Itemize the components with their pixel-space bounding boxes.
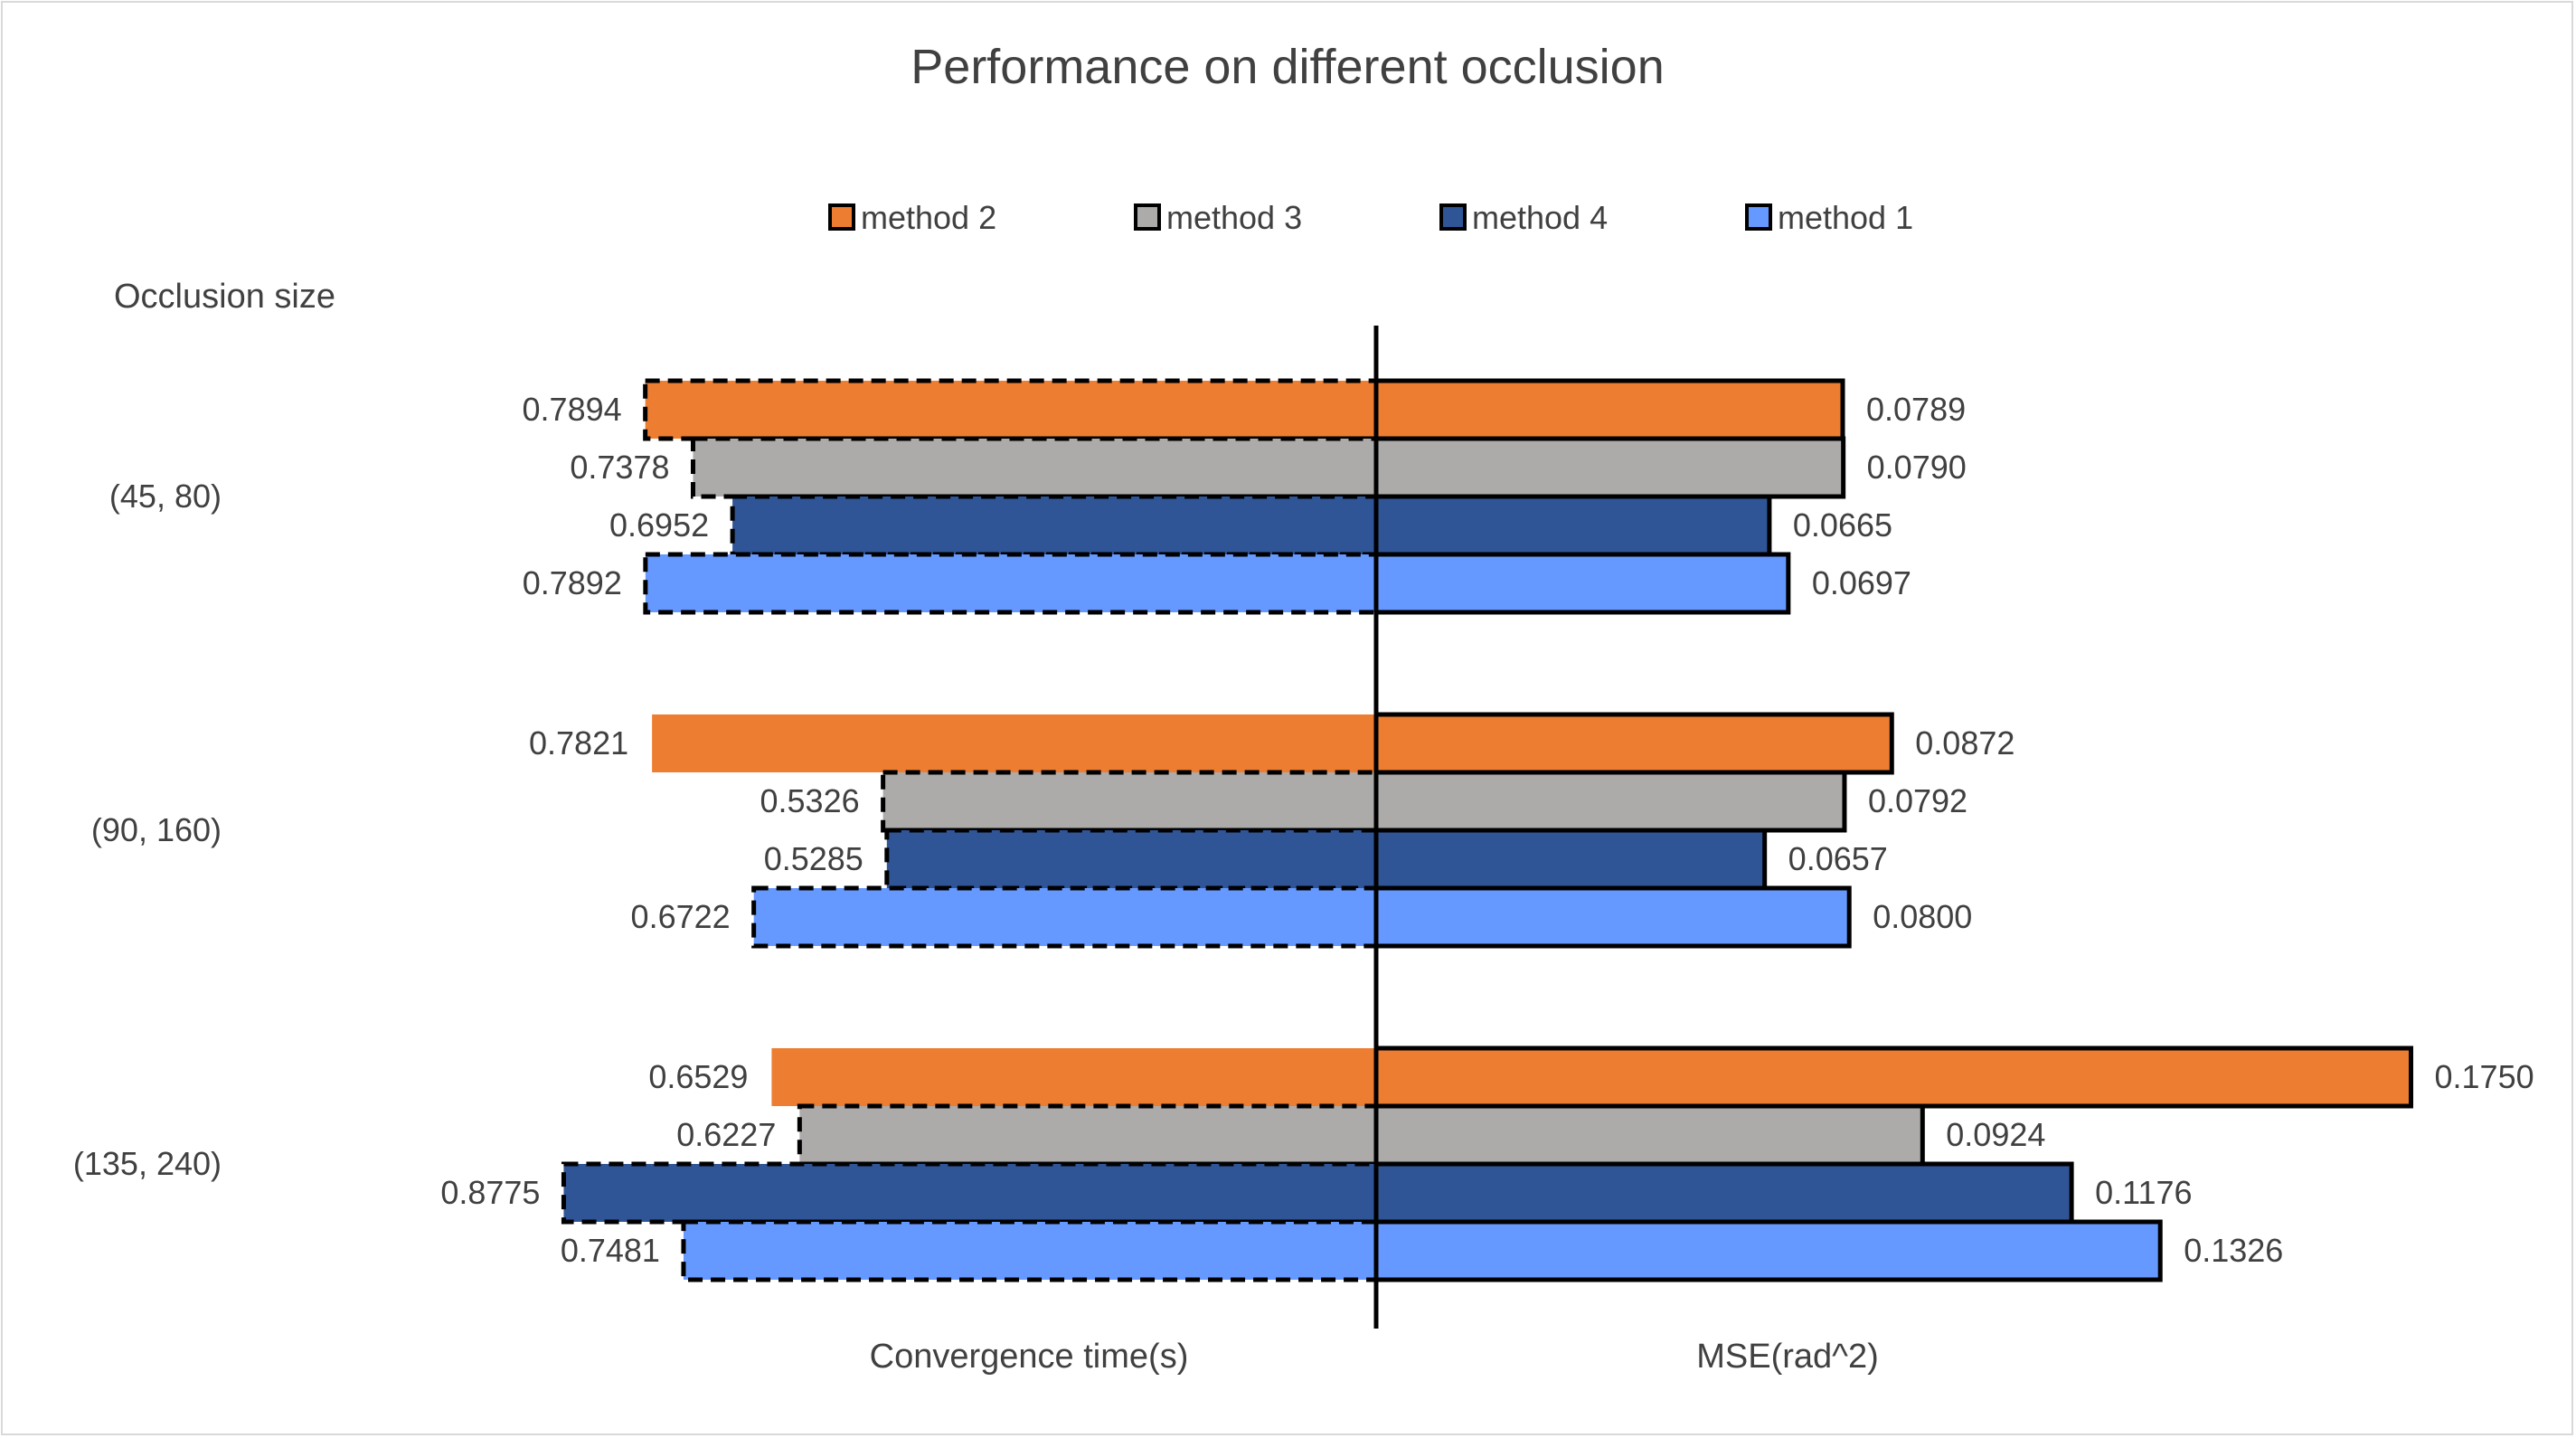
convergence-bar [681, 1219, 1379, 1282]
legend-label: method 2 [861, 199, 996, 236]
convergence-value-label: 0.8775 [440, 1174, 540, 1211]
convergence-value-label: 0.7894 [523, 391, 622, 428]
convergence-bar [797, 1103, 1379, 1167]
convergence-bar [884, 828, 1379, 891]
convergence-bar [881, 770, 1379, 833]
legend-label: method 4 [1472, 199, 1608, 236]
mse-bar [1373, 1219, 2163, 1282]
mse-axis-label: MSE(rad^2) [1696, 1338, 1879, 1376]
value-labels: 0.7894 0.0789 0.7821 0.0872 0.6529 0.1750 0.73… [440, 391, 2534, 1269]
mse-bars [1373, 378, 2413, 1282]
legend: method 2 method 3 method 4 method 1 [828, 199, 1913, 236]
category-labels: (45, 80) (90, 160) (135, 240) [73, 478, 222, 1182]
mse-value-label: 0.0872 [1915, 724, 2015, 762]
convergence-value-label: 0.6952 [609, 506, 709, 544]
convergence-value-label: 0.6722 [631, 898, 731, 935]
mse-value-label: 0.0924 [1946, 1116, 2045, 1153]
mse-bar [1373, 494, 1772, 557]
legend-swatch [828, 203, 855, 231]
mse-value-label: 0.1750 [2435, 1058, 2534, 1095]
mse-value-label: 0.0789 [1866, 391, 1966, 428]
mse-value-label: 0.0697 [1812, 564, 1911, 601]
mse-value-label: 0.0790 [1867, 449, 1967, 486]
legend-label: method 3 [1166, 199, 1302, 236]
mse-bar [1373, 1103, 1925, 1167]
convergence-bar [771, 1048, 1376, 1106]
legend-swatch [1439, 203, 1467, 231]
convergence-bar [690, 436, 1379, 499]
convergence-bar [730, 494, 1379, 557]
convergence-value-label: 0.6529 [648, 1058, 748, 1095]
convergence-value-label: 0.7378 [570, 449, 669, 486]
convergence-bar [643, 552, 1379, 615]
convergence-bar [652, 714, 1376, 772]
mse-bar [1373, 885, 1852, 949]
mse-bar [1373, 1161, 2074, 1225]
category-label: (135, 240) [73, 1145, 222, 1182]
mse-bar [1373, 712, 1894, 775]
convergence-value-label: 0.7821 [529, 724, 628, 762]
legend-swatch [1134, 203, 1161, 231]
mse-value-label: 0.1176 [2095, 1174, 2192, 1211]
category-label: (45, 80) [109, 478, 222, 515]
convergence-bars [561, 378, 1379, 1282]
convergence-value-label: 0.6227 [676, 1116, 776, 1153]
mse-bar [1373, 552, 1791, 615]
mse-value-label: 0.1326 [2184, 1232, 2283, 1269]
convergence-axis-label: Convergence time(s) [870, 1338, 1189, 1376]
convergence-bar [643, 378, 1379, 441]
category-label: (90, 160) [91, 811, 222, 848]
mse-bar [1373, 828, 1768, 891]
mse-bar [1373, 436, 1846, 499]
chart-title: Performance on different occlusion [911, 40, 1664, 94]
mse-value-label: 0.0792 [1868, 782, 1967, 819]
legend-swatch [1745, 203, 1772, 231]
mse-bar [1373, 378, 1845, 441]
mse-value-label: 0.0665 [1793, 506, 1892, 544]
mse-value-label: 0.0800 [1873, 898, 1972, 935]
mse-value-label: 0.0657 [1788, 840, 1888, 877]
convergence-bar [751, 885, 1379, 949]
convergence-value-label: 0.5285 [764, 840, 863, 877]
category-axis-title: Occlusion size [114, 278, 335, 316]
convergence-value-label: 0.5326 [760, 782, 860, 819]
mse-bar [1373, 1045, 2413, 1109]
convergence-bar [561, 1161, 1379, 1225]
convergence-value-label: 0.7481 [561, 1232, 660, 1269]
mse-bar [1373, 770, 1847, 833]
legend-label: method 1 [1778, 199, 1913, 236]
convergence-value-label: 0.7892 [523, 564, 622, 601]
